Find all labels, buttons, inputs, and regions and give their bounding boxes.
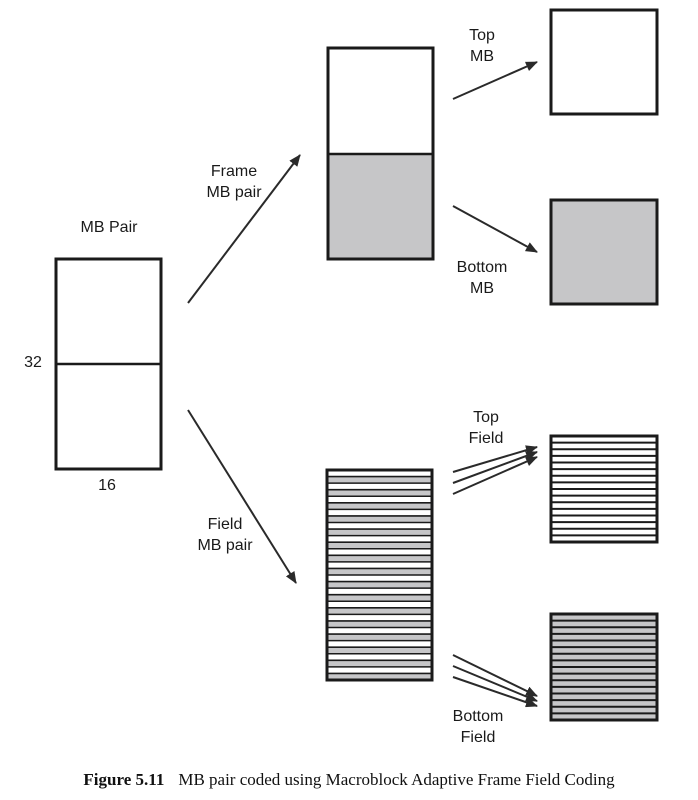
caption-text: MB pair coded using Macroblock Adaptive … xyxy=(178,770,615,789)
top-field-arrows xyxy=(452,445,538,495)
height-label: 32 xyxy=(24,354,42,371)
bottom-mb-label-line2: MB xyxy=(470,280,494,297)
frame-mb-pair-label-line1: Frame xyxy=(211,163,257,180)
bottom-mb-label-line1: Bottom xyxy=(457,259,508,276)
bottom-mb-arrow xyxy=(452,205,538,253)
bottom-field-arrows xyxy=(452,654,538,708)
field-mb-pair-label-line1: Field xyxy=(208,516,243,533)
figure-caption: Figure 5.11 MB pair coded using Macrobloc… xyxy=(0,770,698,790)
figure-number: Figure 5.11 xyxy=(83,770,165,789)
top-field-block xyxy=(549,434,659,544)
top-mb-label-line2: MB xyxy=(470,48,494,65)
width-label: 16 xyxy=(98,477,116,494)
mbaff-diagram: MB Pair 32 16 Frame MB pair Field MB pai… xyxy=(24,8,659,746)
bottom-field-label-line1: Bottom xyxy=(453,708,504,725)
top-field-label-line2: Field xyxy=(469,430,504,447)
field-mb-pair xyxy=(325,468,434,682)
top-mb-label-line1: Top xyxy=(469,27,495,44)
bottom-mb-block xyxy=(549,198,659,306)
frame-arrow xyxy=(187,154,301,304)
top-field-label-line1: Top xyxy=(473,409,499,426)
top-mb-block xyxy=(549,8,659,116)
frame-mb-pair-label-line2: MB pair xyxy=(206,184,262,201)
mb-pair-label: MB Pair xyxy=(81,219,139,236)
field-arrow xyxy=(187,409,297,584)
field-mb-pair-label-line2: MB pair xyxy=(197,537,253,554)
source-mb-pair xyxy=(54,257,163,471)
top-mb-arrow xyxy=(452,61,538,100)
bottom-field-label-line2: Field xyxy=(461,729,496,746)
bottom-field-block xyxy=(549,612,659,722)
frame-mb-pair xyxy=(326,46,435,261)
